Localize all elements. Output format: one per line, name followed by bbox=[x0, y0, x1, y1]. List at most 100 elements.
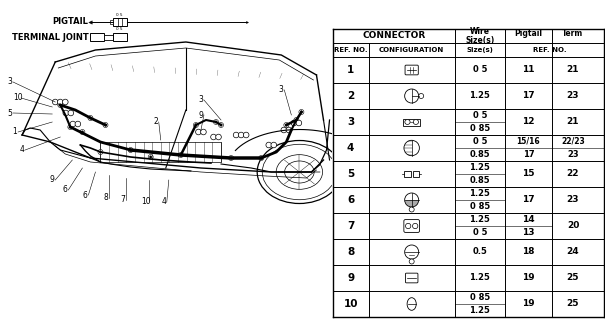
Text: 22/23: 22/23 bbox=[561, 137, 585, 146]
Circle shape bbox=[53, 99, 58, 105]
Text: 17: 17 bbox=[523, 150, 534, 159]
Circle shape bbox=[195, 124, 197, 126]
Text: 5: 5 bbox=[8, 108, 13, 117]
Text: 1.25: 1.25 bbox=[469, 189, 490, 198]
Circle shape bbox=[294, 117, 299, 123]
Circle shape bbox=[299, 109, 304, 115]
Circle shape bbox=[129, 149, 132, 151]
Circle shape bbox=[75, 121, 80, 127]
Text: TERMINAL JOINT: TERMINAL JOINT bbox=[11, 33, 88, 42]
Text: 25: 25 bbox=[567, 274, 579, 283]
Text: 2: 2 bbox=[347, 91, 354, 101]
Text: 9: 9 bbox=[50, 175, 54, 185]
Circle shape bbox=[405, 89, 419, 103]
Circle shape bbox=[104, 124, 106, 126]
Text: 1.25: 1.25 bbox=[469, 215, 490, 224]
Circle shape bbox=[128, 148, 133, 153]
Text: 7: 7 bbox=[120, 196, 125, 204]
Text: 0.85: 0.85 bbox=[469, 176, 490, 185]
Text: 0.85: 0.85 bbox=[469, 150, 490, 159]
Circle shape bbox=[218, 123, 223, 127]
Text: 10: 10 bbox=[13, 93, 23, 102]
Text: 10: 10 bbox=[343, 299, 358, 309]
Circle shape bbox=[211, 134, 217, 140]
Text: REF. NO.: REF. NO. bbox=[334, 47, 367, 53]
Text: 19: 19 bbox=[522, 300, 535, 308]
Text: 0 85: 0 85 bbox=[469, 293, 490, 302]
Text: 23: 23 bbox=[567, 196, 579, 204]
Circle shape bbox=[238, 132, 244, 138]
Circle shape bbox=[405, 223, 411, 229]
FancyBboxPatch shape bbox=[404, 220, 419, 232]
Text: 18: 18 bbox=[522, 247, 535, 257]
Circle shape bbox=[103, 123, 108, 127]
Circle shape bbox=[409, 207, 414, 212]
Text: 1: 1 bbox=[347, 65, 354, 75]
Circle shape bbox=[220, 124, 222, 126]
Text: 0.5: 0.5 bbox=[473, 247, 487, 257]
Circle shape bbox=[229, 156, 234, 161]
Circle shape bbox=[201, 129, 206, 135]
Text: 3: 3 bbox=[8, 77, 13, 86]
Text: 4: 4 bbox=[347, 143, 355, 153]
Text: 14: 14 bbox=[522, 215, 535, 224]
Text: 0 5: 0 5 bbox=[473, 66, 487, 75]
Text: PIGTAIL: PIGTAIL bbox=[53, 18, 88, 27]
Text: 0 5: 0 5 bbox=[473, 137, 487, 146]
Text: 5: 5 bbox=[347, 169, 354, 179]
Circle shape bbox=[286, 127, 292, 133]
Circle shape bbox=[260, 157, 263, 159]
FancyBboxPatch shape bbox=[405, 65, 418, 75]
Text: 9: 9 bbox=[198, 110, 203, 119]
Circle shape bbox=[214, 119, 218, 124]
Circle shape bbox=[230, 157, 232, 159]
Circle shape bbox=[243, 132, 249, 138]
Circle shape bbox=[63, 110, 68, 116]
Circle shape bbox=[98, 149, 103, 155]
Text: 6: 6 bbox=[347, 195, 354, 205]
Bar bbox=[100, 142, 221, 162]
Circle shape bbox=[59, 104, 62, 106]
Text: 8: 8 bbox=[347, 247, 354, 257]
Text: 2: 2 bbox=[153, 117, 158, 126]
Text: 6: 6 bbox=[83, 190, 88, 199]
Text: 0 5: 0 5 bbox=[116, 12, 123, 17]
Circle shape bbox=[89, 117, 91, 119]
Text: 23: 23 bbox=[567, 150, 579, 159]
Text: 19: 19 bbox=[522, 274, 535, 283]
Text: Wire
Size(s): Wire Size(s) bbox=[465, 27, 494, 45]
Text: 3: 3 bbox=[198, 95, 203, 105]
Text: 25: 25 bbox=[567, 300, 579, 308]
Circle shape bbox=[285, 124, 287, 126]
Circle shape bbox=[99, 151, 102, 153]
Text: 10: 10 bbox=[141, 196, 151, 205]
Circle shape bbox=[178, 153, 183, 157]
Circle shape bbox=[271, 142, 276, 148]
Text: 21: 21 bbox=[567, 117, 579, 126]
Circle shape bbox=[57, 99, 63, 105]
Circle shape bbox=[300, 111, 302, 113]
Bar bbox=[404, 171, 411, 177]
Text: 17: 17 bbox=[522, 92, 535, 100]
Circle shape bbox=[180, 154, 182, 156]
Circle shape bbox=[296, 120, 302, 126]
Circle shape bbox=[80, 130, 85, 134]
Text: 15: 15 bbox=[522, 170, 535, 179]
Text: 0 85: 0 85 bbox=[469, 202, 490, 211]
Text: 17: 17 bbox=[522, 196, 535, 204]
Text: 1.25: 1.25 bbox=[469, 274, 490, 283]
Circle shape bbox=[70, 121, 76, 127]
Circle shape bbox=[234, 132, 239, 138]
Text: 7: 7 bbox=[347, 221, 355, 231]
Bar bbox=[90, 33, 105, 41]
Text: 4: 4 bbox=[162, 197, 166, 206]
Circle shape bbox=[81, 131, 83, 133]
Text: 0 5: 0 5 bbox=[473, 228, 487, 237]
Text: 15/16: 15/16 bbox=[517, 137, 540, 146]
Text: Term: Term bbox=[562, 29, 584, 38]
Text: 24: 24 bbox=[567, 247, 579, 257]
Text: 20: 20 bbox=[567, 221, 579, 230]
Text: CONNECTOR: CONNECTOR bbox=[362, 31, 425, 41]
Text: 12: 12 bbox=[522, 117, 535, 126]
Ellipse shape bbox=[413, 120, 419, 124]
